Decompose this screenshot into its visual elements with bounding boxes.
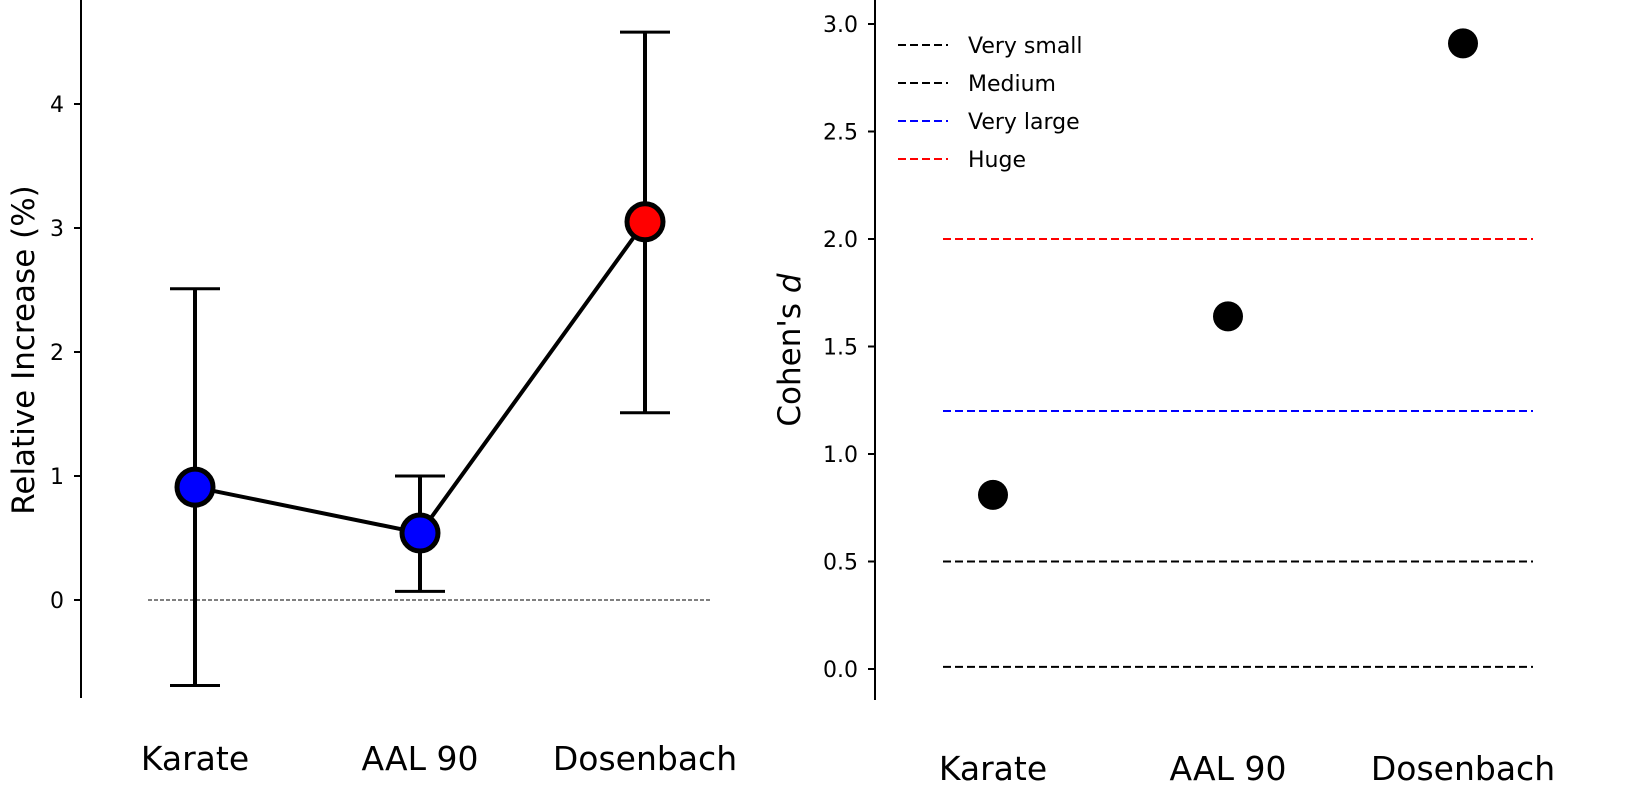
data-point [624, 201, 666, 243]
left-x-tick-label: Karate [141, 739, 249, 778]
right-y-tick-label: 0.5 [823, 551, 858, 576]
data-point [174, 466, 216, 508]
right-y-tick-label: 2.0 [823, 228, 858, 253]
right-y-tick-label: 1.0 [823, 443, 858, 468]
right-y-tick-label: 1.5 [823, 336, 858, 361]
data-point [1213, 301, 1243, 332]
left-panel: Relative Increase (%) 0 1 2 3 4 Karate AAL 90 D… [6, 0, 737, 778]
left-y-tick-label: 1 [50, 465, 64, 490]
data-point [978, 479, 1008, 510]
data-point [1448, 28, 1478, 59]
left-y-tick-label: 3 [50, 217, 64, 242]
right-x-tick-label: Dosenbach [1371, 749, 1555, 788]
right-y-axis-label: Cohen's d [772, 273, 808, 427]
right-x-tick-label: Karate [939, 749, 1047, 788]
left-y-tick-label: 4 [50, 93, 64, 118]
left-x-tick-label: Dosenbach [553, 739, 737, 778]
right-y-tick-label: 2.5 [823, 121, 858, 146]
legend-label: Very large [968, 110, 1080, 135]
left-y-axis-label: Relative Increase (%) [6, 185, 42, 515]
left-y-tick-label: 0 [50, 589, 64, 614]
data-point [399, 512, 441, 554]
right-y-tick-label: 3.0 [823, 13, 858, 38]
right-panel: Cohen's d 0.0 0.5 1.0 1.5 2.0 2.5 3.0 Very smal… [772, 0, 1555, 788]
right-x-tick-label: AAL 90 [1170, 749, 1287, 788]
left-y-tick-label: 2 [50, 341, 64, 366]
left-x-tick-label: AAL 90 [362, 739, 479, 778]
legend-label: Medium [968, 72, 1056, 97]
legend-label: Very small [968, 34, 1083, 59]
cohen-d-symbol: d [772, 273, 808, 293]
legend-label: Huge [968, 148, 1026, 173]
right-y-tick-label: 0.0 [823, 658, 858, 683]
